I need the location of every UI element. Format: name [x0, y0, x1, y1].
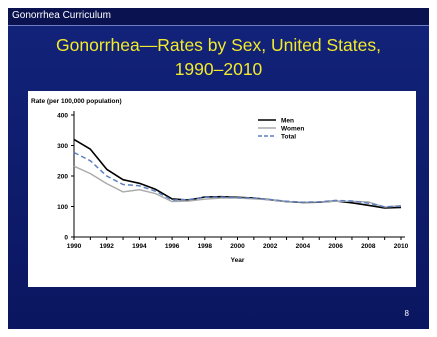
y-tick-label: 200 [57, 174, 68, 181]
y-tick-label: 0 [64, 235, 68, 242]
x-tick-label: 2000 [230, 243, 245, 250]
x-tick-label: 2008 [361, 243, 376, 250]
chart-panel: 0 100 200 300 400 1990 1992 1994 1996 1998 2000 200… [28, 91, 416, 287]
x-tick-label: 1994 [132, 243, 147, 250]
header-divider [8, 25, 429, 26]
y-tick-label: 100 [57, 204, 68, 211]
y-tick-label: 400 [57, 113, 68, 120]
x-tick-label: 1998 [198, 243, 213, 250]
series-line-total [73, 151, 402, 208]
x-tick-label: 2004 [296, 243, 311, 250]
header-bar [8, 8, 429, 25]
slide-title-line-1: Gonorrhea—Rates by Sex, United States, [56, 35, 381, 55]
slide-title: Gonorrhea—Rates by Sex, United States, 1… [8, 33, 429, 81]
legend-label-men: Men [281, 118, 294, 125]
legend-label-women: Women [281, 126, 304, 133]
y-tick-label: 300 [57, 143, 68, 150]
x-tick-label: 1996 [165, 243, 180, 250]
x-tick-label: 1992 [99, 243, 114, 250]
x-tick-label: 2010 [394, 243, 409, 250]
x-tick-label: 2006 [328, 243, 343, 250]
legend-label-total: Total [281, 134, 296, 141]
page-number: 8 [404, 309, 409, 318]
x-tick-label: 2002 [263, 243, 278, 250]
header-label: Gonorrhea Curriculum [12, 10, 111, 21]
slide-title-line-2: 1990–2010 [174, 59, 263, 79]
x-axis-title: Year [231, 257, 245, 264]
line-chart: 0 100 200 300 400 1990 1992 1994 1996 1998 2000 200… [31, 98, 409, 264]
x-tick-label: 1990 [67, 243, 82, 250]
y-axis-title: Rate (per 100,000 population) [31, 98, 122, 105]
